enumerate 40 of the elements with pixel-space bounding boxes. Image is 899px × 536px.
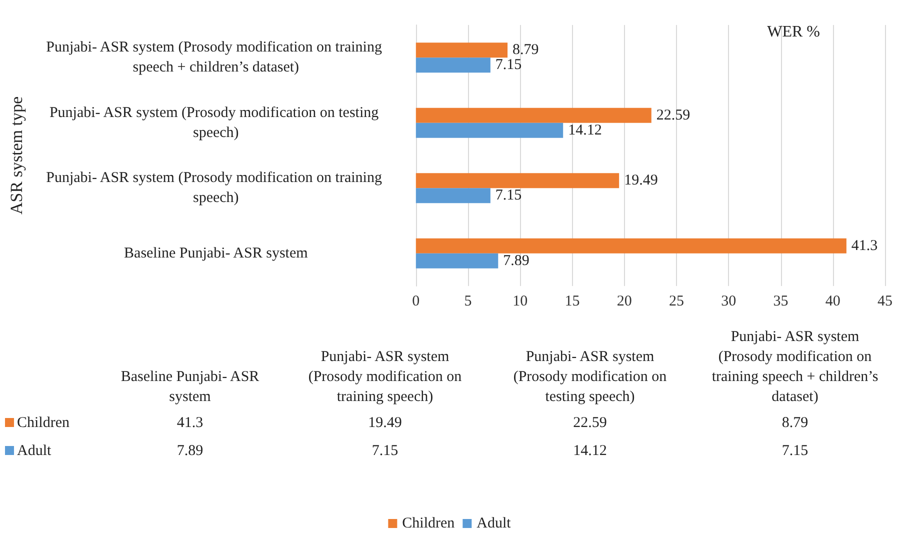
category-label: Punjabi- ASR system (Prosody modification on testing speech) — [513, 349, 667, 405]
x-tick-label: 25 — [669, 294, 684, 310]
text: 14.12 — [572, 443, 608, 460]
legend-label: Adult — [476, 516, 512, 532]
text: 7.15 — [370, 443, 400, 460]
x-tick-label: 15 — [564, 294, 580, 310]
y-tick-label: Punjabi- ASR system (Prosody modification on training speech) — [46, 170, 386, 206]
y-tick-label: Baseline Punjabi- ASR system — [124, 245, 308, 262]
text: 8.79 — [780, 415, 810, 432]
text: 41.3 — [176, 415, 204, 432]
legend-label: Children — [402, 516, 456, 532]
category-label: Baseline Punjabi- ASR system — [120, 369, 260, 405]
x-tick-label: 5 — [464, 294, 472, 310]
data-label: 7.15 — [495, 188, 522, 204]
x-tick-label: 45 — [878, 294, 892, 310]
data-label: 22.59 — [656, 107, 690, 124]
text: Adult — [17, 443, 52, 459]
x-tick-label: 30 — [721, 294, 736, 310]
x-tick-label: 0 — [412, 294, 420, 310]
x-tick-label: 40 — [825, 294, 840, 310]
data-label: 7.15 — [495, 57, 522, 74]
category-label: Punjabi- ASR system (Prosody modification on training speech + children’s dataset) — [712, 329, 878, 405]
data-label: 7.89 — [503, 252, 530, 269]
text: 22.59 — [572, 415, 608, 432]
text: 7.89 — [176, 443, 204, 460]
y-axis-title: ASR system type — [7, 96, 26, 215]
y-tick-label: Punjabi- ASR system (Prosody modification on testing speech) — [49, 104, 382, 141]
x-tick-label: 10 — [512, 294, 528, 310]
x-tick-label: 20 — [616, 294, 632, 310]
category-label: Punjabi- ASR system (Prosody modification on training speech) — [308, 349, 462, 405]
data-label: 8.79 — [512, 42, 539, 58]
text: 7.15 — [780, 443, 810, 460]
x-axis-title: WER % — [767, 24, 820, 40]
x-tick-label: 35 — [773, 294, 788, 310]
data-label: 41.3 — [851, 238, 878, 254]
text: 19.49 — [367, 415, 403, 432]
y-tick-label: Punjabi- ASR system (Prosody modification on training speech + children’s dataset) — [46, 40, 386, 76]
data-label: 19.49 — [624, 172, 658, 189]
data-label: 14.12 — [568, 122, 602, 138]
text: Children — [17, 415, 70, 431]
